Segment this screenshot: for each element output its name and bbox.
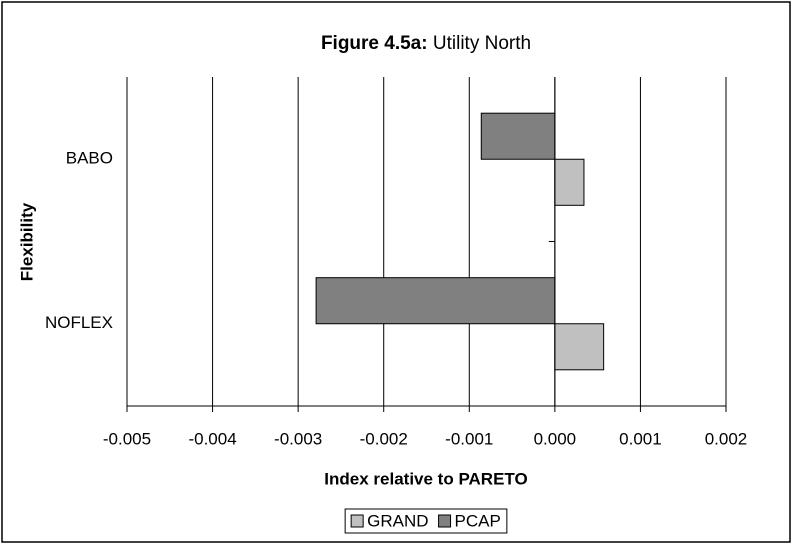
bar (315, 277, 556, 325)
title-text: Utility North (433, 33, 531, 54)
x-tick-label: -0.004 (188, 429, 236, 448)
x-tick-label: -0.003 (274, 429, 322, 448)
legend-swatch (350, 514, 364, 528)
chart-title: Figure 4.5a: Utility North (321, 33, 531, 54)
legend-label: GRAND (367, 511, 428, 530)
x-tick-label: 0.002 (705, 429, 748, 448)
bar (554, 158, 585, 206)
bar (554, 323, 605, 371)
bar (480, 112, 556, 160)
legend-swatch (438, 514, 452, 528)
title-prefix: Figure 4.5a: (321, 33, 428, 54)
legend-box (344, 508, 508, 534)
y-tick-label: NOFLEX (45, 313, 113, 332)
y-axis-label: Flexibility (17, 202, 36, 281)
x-tick-label: 0.001 (619, 429, 662, 448)
legend: GRAND PCAP (344, 508, 508, 534)
x-tick-label: -0.002 (360, 429, 408, 448)
legend-label: PCAP (455, 511, 501, 530)
x-tick-label: 0.000 (534, 429, 577, 448)
x-tick-label: -0.005 (103, 429, 151, 448)
x-tick-label: -0.001 (445, 429, 493, 448)
y-tick-label: BABO (66, 149, 113, 168)
x-axis-label: Index relative to PARETO (324, 469, 527, 488)
